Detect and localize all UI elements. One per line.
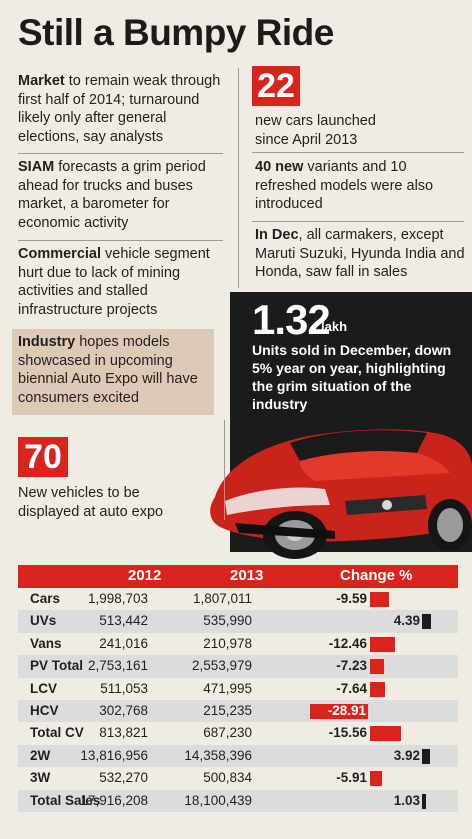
change-value: -5.91 xyxy=(336,770,367,786)
value-2013: 687,230 xyxy=(203,725,252,741)
table-row: Total CV 813,821 687,230 -15.56 xyxy=(18,722,458,744)
value-2013: 215,235 xyxy=(203,702,252,718)
value-2013: 500,834 xyxy=(203,770,252,786)
row-label: PV Total xyxy=(30,658,84,674)
change-value: -15.56 xyxy=(328,725,367,741)
table-row: Vans 241,016 210,978 -12.46 xyxy=(18,633,458,655)
divider-vertical xyxy=(224,420,225,520)
row-label: UVs xyxy=(30,613,57,629)
point-december: In Dec, all carmakers, except Maruti Suz… xyxy=(255,227,465,280)
value-2012: 813,821 xyxy=(99,725,148,741)
value-2012: 532,270 xyxy=(99,770,148,786)
table-row: LCV 511,053 471,995 -7.64 xyxy=(18,678,458,700)
value-2012: 17,916,208 xyxy=(80,792,148,808)
stat-70-number: 70 xyxy=(18,437,68,477)
point-variants: 40 new variants and 10 refreshed models … xyxy=(255,159,434,212)
table-row: HCV 302,768 215,235 -28.91 xyxy=(18,699,458,723)
change-value: 3.92 xyxy=(393,747,420,763)
stat-22-text: new cars launched since April 2013 xyxy=(255,113,376,148)
row-label: 3W xyxy=(30,770,51,786)
table-row: UVs 513,442 535,990 4.39 xyxy=(18,610,458,633)
stat-132-text: Units sold in December, down 5% year on … xyxy=(252,342,452,412)
divider-vertical xyxy=(238,68,239,288)
change-value: -12.46 xyxy=(328,635,367,651)
stat-70-text: New vehicles to be displayed at auto exp… xyxy=(18,485,164,520)
change-bar xyxy=(370,659,385,675)
header-2013: 2013 xyxy=(230,567,264,584)
value-2012: 13,816,956 xyxy=(80,747,148,763)
value-2012: 511,053 xyxy=(100,680,148,696)
table-row: PV Total 2,753,161 2,553,979 -7.23 xyxy=(18,655,458,678)
value-2013: 210,978 xyxy=(203,635,252,651)
sales-table: 2012 2013 Change % Cars 1,998,703 1,807,01… xyxy=(18,565,458,812)
change-bar xyxy=(370,592,390,607)
value-2012: 2,753,161 xyxy=(87,658,148,674)
table-row: Total Sales 17,916,208 18,100,439 1.03 xyxy=(18,789,458,812)
row-label: HCV xyxy=(30,702,59,718)
value-2012: 241,016 xyxy=(99,635,148,651)
table-row: 2W 13,816,956 14,358,396 3.92 xyxy=(18,744,458,768)
page-title: Still a Bumpy Ride xyxy=(18,12,334,53)
table-body: Cars 1,998,703 1,807,011 -9.59 UVs 513,442 535… xyxy=(18,588,458,812)
header-change: Change % xyxy=(340,567,413,584)
value-2013: 471,995 xyxy=(203,680,252,696)
row-label: Vans xyxy=(30,635,62,651)
header-2012: 2012 xyxy=(128,567,162,584)
change-bar xyxy=(422,748,430,764)
value-2013: 14,358,396 xyxy=(184,747,252,763)
point-commercial: Commercial vehicle segment hurt due to l… xyxy=(18,246,210,318)
value-2013: 535,990 xyxy=(203,613,252,629)
change-value: 4.39 xyxy=(393,613,420,629)
value-2012: 513,442 xyxy=(99,613,148,629)
table-row: Cars 1,998,703 1,807,011 -9.59 xyxy=(18,588,458,610)
change-bar xyxy=(310,703,368,719)
change-bar xyxy=(370,771,382,787)
stat-22-number: 22 xyxy=(252,66,300,106)
change-bar xyxy=(422,793,426,809)
stat-132-unit: lakh xyxy=(321,319,348,334)
car-illustration xyxy=(210,429,472,559)
row-label: LCV xyxy=(30,680,57,696)
change-bar xyxy=(422,614,431,630)
value-2013: 18,100,439 xyxy=(184,792,252,808)
point-market: Market to remain weak through first half… xyxy=(18,73,221,145)
change-value: 1.03 xyxy=(393,792,420,808)
row-label: 2W xyxy=(30,747,51,763)
divider xyxy=(252,152,464,153)
row-label: Cars xyxy=(30,591,61,606)
value-2012: 1,998,703 xyxy=(87,591,148,606)
row-label: Total Sales xyxy=(30,792,101,808)
point-siam: SIAM forecasts a grim period ahead for t… xyxy=(18,159,206,231)
stat-132-number: 1.32 xyxy=(252,296,331,343)
value-2012: 302,768 xyxy=(99,702,148,718)
change-bar xyxy=(370,681,386,697)
point-industry: Industry hopes models showcased in upcom… xyxy=(12,329,214,415)
change-bar xyxy=(370,726,402,742)
value-2013: 1,807,011 xyxy=(192,591,252,606)
divider xyxy=(252,221,464,222)
row-label: Total CV xyxy=(30,725,84,741)
table-header: 2012 2013 Change % xyxy=(18,565,458,588)
divider xyxy=(18,153,223,154)
change-bar xyxy=(370,636,395,652)
table-row: 3W 532,270 500,834 -5.91 xyxy=(18,767,458,789)
change-value: -7.64 xyxy=(336,680,367,696)
divider xyxy=(18,240,223,241)
change-value: -7.23 xyxy=(336,658,367,674)
change-value: -28.91 xyxy=(327,702,366,718)
value-2013: 2,553,979 xyxy=(191,658,252,674)
change-value: -9.59 xyxy=(336,591,367,606)
